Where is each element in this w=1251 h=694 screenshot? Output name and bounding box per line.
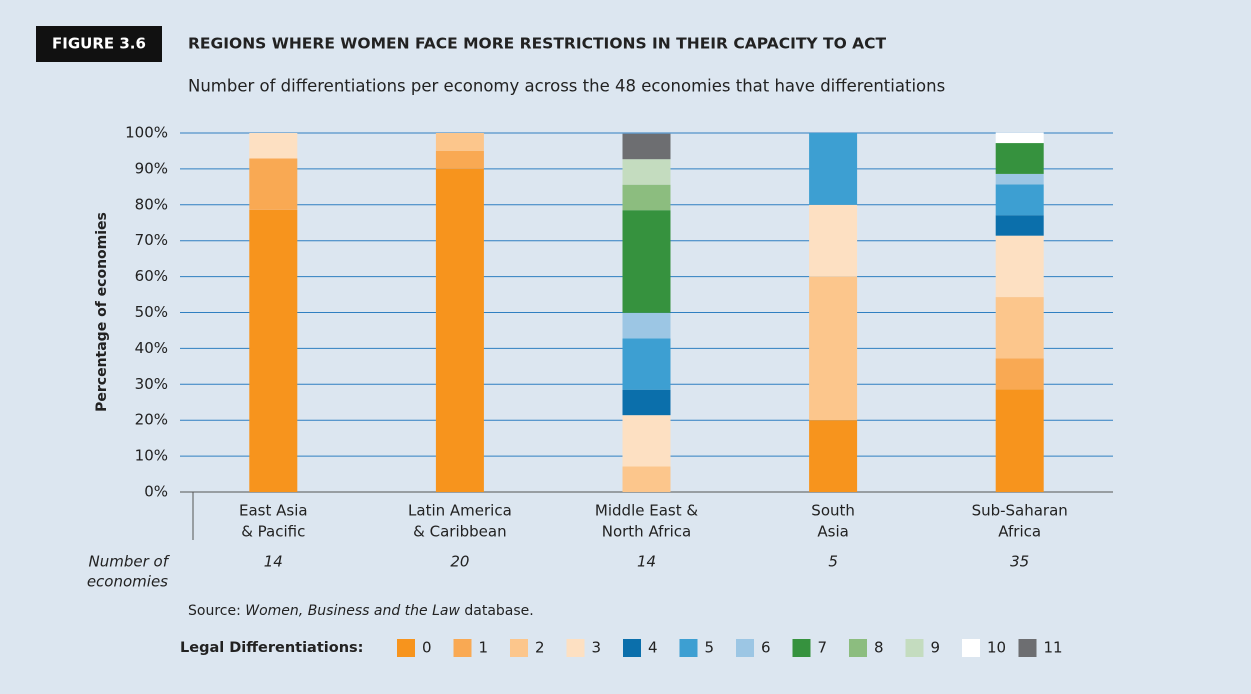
count-row-label: economies <box>87 573 168 591</box>
legend-title: Legal Differentiations: <box>180 640 363 656</box>
bar-segment <box>622 210 671 313</box>
y-tick-label: 60% <box>135 267 168 285</box>
bar-segment <box>249 158 298 210</box>
count-row-label: Number of <box>89 553 171 571</box>
legend-swatch <box>623 639 641 657</box>
bar-segment <box>995 235 1044 298</box>
chart-subtitle: Number of differentiations per economy a… <box>188 77 945 96</box>
x-tick-label: Sub-Saharan <box>972 502 1068 520</box>
y-tick-label: 50% <box>135 303 168 321</box>
legend-swatch <box>397 639 415 657</box>
y-tick-label: 20% <box>135 411 168 429</box>
legend-label: 4 <box>648 639 658 657</box>
bar-segment <box>622 338 671 390</box>
count-label: 14 <box>637 553 656 571</box>
y-tick-label: 70% <box>135 231 168 249</box>
y-tick-label: 30% <box>135 375 168 393</box>
x-tick-label: East Asia <box>239 502 308 520</box>
bar-segment <box>249 133 298 159</box>
x-tick-label: & Pacific <box>241 523 305 541</box>
y-tick-label: 0% <box>144 483 168 501</box>
figure-label: FIGURE 3.6 <box>52 35 146 53</box>
y-tick-label: 10% <box>135 447 168 465</box>
x-tick-label: Middle East & <box>595 502 698 520</box>
bar-segment <box>435 150 484 169</box>
legend-label: 1 <box>479 639 489 657</box>
legend-label: 3 <box>592 639 602 657</box>
bar-segment <box>995 297 1044 359</box>
bar-segment <box>435 168 484 492</box>
bar-segment <box>995 389 1044 492</box>
legend-swatch <box>962 639 980 657</box>
source-title: Women, Business and the Law <box>245 603 460 619</box>
bar-segment <box>995 215 1044 236</box>
y-tick-label: 90% <box>135 159 168 177</box>
legend-label: 6 <box>761 639 771 657</box>
legend-label: 0 <box>422 639 432 657</box>
legend-swatch <box>1018 639 1037 657</box>
bar-segment <box>809 276 858 421</box>
legend-label: 9 <box>931 639 941 657</box>
x-tick-label: & Caribbean <box>413 523 506 541</box>
bar-segment <box>622 389 671 416</box>
bar-segment <box>995 173 1044 185</box>
legend-swatch <box>566 639 585 657</box>
y-tick-label: 40% <box>135 339 168 357</box>
legend-swatch <box>905 639 924 657</box>
y-tick-label: 80% <box>135 195 168 213</box>
x-tick-label: Latin America <box>408 502 512 520</box>
count-label: 20 <box>450 553 469 571</box>
bar-segment <box>622 159 671 185</box>
legend-label: 2 <box>535 639 545 657</box>
count-label: 14 <box>264 553 283 571</box>
bar-segment <box>622 133 671 160</box>
bar-segment <box>249 209 298 493</box>
bar-segment <box>809 133 858 205</box>
y-axis-label: Percentage of economies <box>94 212 110 412</box>
legend-label: 7 <box>818 639 828 657</box>
x-tick-label: South <box>811 502 855 520</box>
bar-segment <box>622 312 671 339</box>
bar-segment <box>622 466 671 492</box>
source-prefix: Source: <box>188 603 241 619</box>
legend-label: 5 <box>705 639 715 657</box>
legend-label: 8 <box>874 639 884 657</box>
legend-swatch <box>510 639 528 657</box>
legend-swatch <box>792 639 811 657</box>
legend-label: 11 <box>1044 639 1063 657</box>
bar-segment <box>435 133 484 151</box>
legend-swatch <box>679 639 698 657</box>
figure-label-box <box>36 26 162 62</box>
bar-segment <box>809 420 858 492</box>
legend-swatch <box>453 639 472 657</box>
legend-label: 10 <box>987 639 1006 657</box>
bar-segment <box>995 184 1044 216</box>
bar-segment <box>995 358 1044 390</box>
bar-segment <box>995 132 1044 144</box>
bar-segment <box>622 184 671 211</box>
bar-segment <box>809 204 858 277</box>
bar-segment <box>995 143 1044 174</box>
bar-segment <box>622 415 671 467</box>
legend-swatch <box>849 639 867 657</box>
x-tick-label: Asia <box>817 523 848 541</box>
x-tick-label: North Africa <box>602 523 692 541</box>
y-tick-label: 100% <box>125 124 168 142</box>
count-label: 5 <box>828 553 838 571</box>
chart-title: REGIONS WHERE WOMEN FACE MORE RESTRICTIO… <box>188 35 887 53</box>
x-tick-label: Africa <box>998 523 1041 541</box>
legend-swatch <box>736 639 754 657</box>
source-suffix: database. <box>464 603 533 619</box>
source: Source: Women, Business and the Law data… <box>188 603 534 619</box>
count-label: 35 <box>1010 553 1029 571</box>
